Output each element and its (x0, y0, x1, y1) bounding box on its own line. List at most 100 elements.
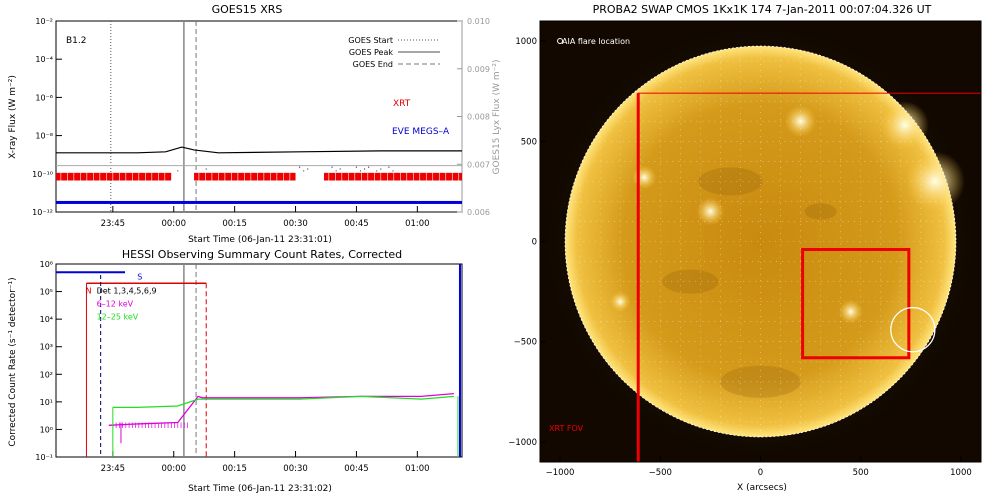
hessi-xtick-label: 00:15 (222, 464, 247, 474)
goes-panel: GOES15 XRS 10⁻² 10⁻⁴ 10⁻⁶ 10⁻⁸ 10⁻¹⁰ 10⁻¹² 0.… (8, 3, 502, 245)
goes-xtick-label: 23:45 (101, 219, 126, 229)
goes-legend-label: GOES Peak (349, 48, 394, 57)
goes-dot (368, 166, 370, 168)
goes-xrt-coverage (323, 172, 462, 181)
goes-xrt-coverage (56, 172, 172, 181)
goes-dot (359, 170, 362, 172)
goes-xtick-label: 00:30 (283, 219, 308, 229)
goes-y2label: GOES15 Lyx Flux (W m⁻²) (492, 60, 502, 175)
goes-class-label: B1.2 (66, 36, 87, 46)
goes-title: GOES15 XRS (212, 3, 283, 16)
goes-y2tick-label: 0.006 (467, 208, 490, 217)
goes-y2tick-label: 0.010 (467, 17, 490, 26)
hessi-ytick-label: 10⁻¹ (35, 453, 53, 462)
hessi-ytick-label: 10² (40, 370, 53, 379)
swap-xtick-label: −1000 (546, 468, 575, 478)
goes-dot (355, 166, 358, 168)
goes-xrt-coverage (194, 172, 296, 181)
swap-dark-region (804, 203, 837, 220)
goes-legend-label: GOES End (353, 60, 393, 69)
goes-plot-frame (55, 20, 463, 213)
swap-zoom-box (801, 248, 911, 360)
goes-xtick-label: 00:00 (161, 219, 186, 229)
hessi-xtick-label: 00:00 (161, 464, 186, 474)
hessi-title: HESSI Observing Summary Count Rates, Cor… (122, 248, 402, 261)
swap-bright-region (696, 197, 725, 226)
goes-ytick-label: 10⁻¹² (32, 208, 53, 217)
goes-ytick-label: 10⁻² (35, 17, 53, 26)
eve-annotation: EVE MEGS–A (392, 127, 450, 137)
goes-dot (363, 168, 366, 170)
hessi-marker-n: N (86, 287, 92, 296)
goes-dot (307, 168, 309, 170)
swap-ytick-label: −1000 (508, 438, 537, 448)
goes-xlabel: Start Time (06-Jan-11 23:31:01) (188, 235, 332, 245)
swap-bright-region (838, 299, 863, 324)
swap-limb (564, 45, 957, 438)
swap-xlabel: X (arcsecs) (737, 483, 787, 493)
goes-y2tick-label: 0.009 (467, 65, 490, 74)
goes-xtick-label: 00:45 (344, 219, 369, 229)
swap-bright-region (784, 105, 817, 138)
goes-dot (331, 166, 333, 168)
hessi-xtick-label: 23:45 (101, 464, 126, 474)
swap-bright-region (880, 101, 929, 150)
hessi-ytick-label: 10¹ (40, 398, 53, 407)
hessi-xtick-label: 01:00 (405, 464, 430, 474)
swap-aia-marker (557, 38, 564, 45)
goes-xtick-label: 00:15 (222, 219, 247, 229)
swap-solar-disk (565, 46, 956, 437)
swap-dark-region (662, 269, 719, 294)
hessi-ytick-label: 10⁶ (40, 260, 53, 269)
goes-ytick-label: 10⁻¹⁰ (32, 170, 53, 179)
swap-xtick-label: −500 (649, 468, 672, 478)
swap-flare-circle (890, 307, 936, 353)
swap-ytick-label: 1000 (515, 37, 537, 47)
goes-eve-coverage (56, 200, 462, 204)
swap-xtick-label: 500 (853, 468, 869, 478)
goes-dot (177, 170, 179, 172)
goes-dot (303, 170, 305, 172)
swap-fov-label: XRT FOV (549, 424, 584, 433)
hessi-ylabel: Corrected Count Rate (s⁻¹ detector⁻¹) (8, 277, 18, 446)
goes-xtick-label: 01:00 (405, 219, 430, 229)
hessi-marker-s: S (137, 272, 142, 281)
goes-dot (299, 166, 301, 168)
goes-dot (380, 168, 382, 170)
hessi-xtick-label: 00:45 (344, 464, 369, 474)
goes-dot (376, 170, 378, 172)
hessi-ytick-label: 10⁰ (40, 425, 53, 434)
hessi-legend-label: Det 1,3,4,5,6,9 (97, 287, 157, 296)
goes-dot (392, 170, 394, 172)
swap-ytick-label: −500 (514, 338, 537, 348)
goes-ylabel: X-ray Flux (W m⁻²) (8, 75, 18, 159)
swap-xtick-label: 1000 (950, 468, 972, 478)
swap-panel: PROBA2 SWAP CMOS 1Kx1K 174 7-Jan-2011 00… (508, 3, 982, 493)
hessi-12-25-line (112, 395, 454, 409)
swap-ytick-label: 500 (521, 137, 537, 147)
goes-ytick-label: 10⁻⁴ (35, 55, 53, 64)
swap-ytick-label: 0 (532, 238, 537, 248)
goes-xray-line (56, 146, 462, 154)
hessi-ytick-label: 10⁴ (40, 315, 53, 324)
goes-y2tick-label: 0.008 (467, 113, 490, 122)
goes-ytick-label: 10⁻⁸ (35, 132, 53, 141)
hessi-panel: HESSI Observing Summary Count Rates, Cor… (8, 248, 463, 494)
xrt-annotation: XRT (393, 99, 411, 109)
goes-dot (339, 168, 341, 170)
goes-y2tick-label: 0.007 (467, 160, 490, 169)
hessi-ytick-label: 10³ (40, 343, 53, 352)
swap-bright-region (632, 165, 657, 190)
goes-legend-label: GOES Start (348, 36, 393, 45)
hessi-legend-label: 6–12 keV (97, 300, 134, 309)
swap-dark-region (698, 167, 763, 196)
swap-title: PROBA2 SWAP CMOS 1Kx1K 174 7-Jan-2011 00… (593, 3, 932, 16)
hessi-plot-frame (55, 263, 463, 458)
swap-xtick-label: 0 (758, 468, 763, 478)
hessi-xlabel: Start Time (06-Jan-11 23:31:02) (188, 484, 332, 494)
swap-bright-region (610, 291, 631, 312)
hessi-legend-label: 12–25 keV (97, 313, 139, 322)
goes-dot (388, 166, 390, 168)
goes-ytick-label: 10⁻⁶ (35, 93, 53, 102)
hessi-xtick-label: 00:30 (283, 464, 308, 474)
